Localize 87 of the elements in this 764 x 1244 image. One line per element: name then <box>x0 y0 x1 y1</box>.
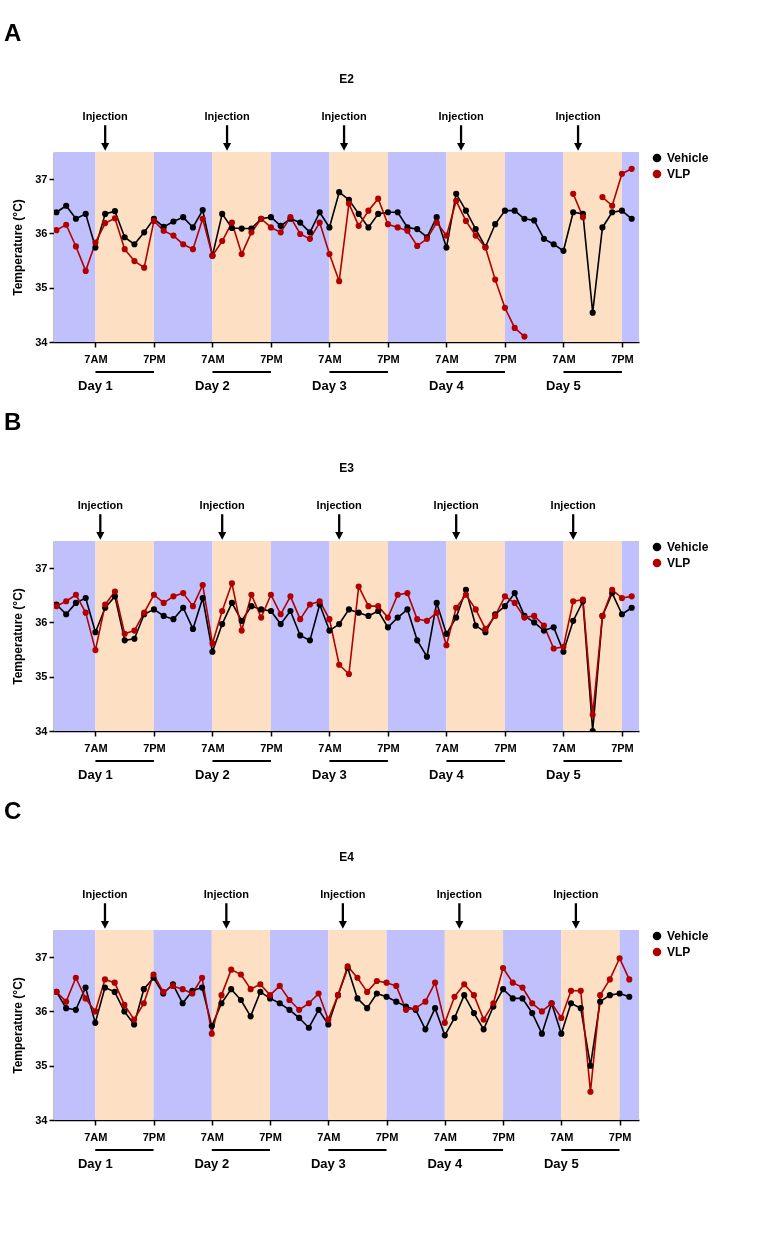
y-tick-label: 36 <box>35 226 48 239</box>
y-tick-label: 36 <box>35 615 48 628</box>
annotation: Injection <box>203 888 250 900</box>
annotation: Injection <box>199 499 246 511</box>
x-tick-label: 7AM <box>433 1130 457 1143</box>
annotation: Injection <box>433 499 480 511</box>
x-tick-label: 7AM <box>200 1130 224 1143</box>
text: Day 5 <box>546 767 581 782</box>
x-tick-label: 7AM <box>84 352 108 365</box>
annotation: Injection <box>550 499 597 511</box>
annotation: Injection <box>316 499 363 511</box>
x-tick-label: 7AM <box>318 352 342 365</box>
x-tick-label: 7PM <box>377 352 400 365</box>
annotation: Injection <box>436 888 483 900</box>
y-tick-label: 36 <box>35 1004 48 1017</box>
x-tick-label: 7PM <box>142 1130 166 1143</box>
y-axis-title: Temperature (°C) <box>11 199 26 296</box>
annotation: Injection <box>320 888 366 900</box>
x-tick-label: 7AM <box>318 741 342 754</box>
legend-label: Vehicle <box>667 929 709 943</box>
annotation: Injection <box>77 499 124 511</box>
y-tick-label: 35 <box>35 1059 48 1072</box>
x-tick-label: 7PM <box>260 352 283 365</box>
legend-label: Vehicle <box>667 540 709 554</box>
legend-label: VLP <box>667 556 691 570</box>
y-tick-label: 37 <box>35 172 48 185</box>
text: Day 2 <box>195 378 230 393</box>
x-tick-label: 7PM <box>375 1130 399 1143</box>
x-tick-label: 7AM <box>201 741 225 754</box>
legend-label: Vehicle <box>667 151 709 165</box>
text: Day 1 <box>78 767 113 782</box>
text: Day 3 <box>312 378 347 393</box>
text: Day 2 <box>195 767 230 782</box>
x-tick-label: 7PM <box>260 741 283 754</box>
annotation: Injection <box>82 110 129 122</box>
x-tick-label: 7PM <box>492 1130 515 1143</box>
x-tick-label: 7PM <box>494 741 517 754</box>
y-axis-title: Temperature (°C) <box>11 588 26 685</box>
chart-title: E3 <box>339 461 355 475</box>
text: Day 4 <box>429 767 465 782</box>
legend-label: VLP <box>667 167 691 181</box>
x-tick-label: 7AM <box>552 741 576 754</box>
annotation: Injection <box>555 110 601 122</box>
text: Day 5 <box>543 1156 579 1171</box>
x-tick-label: 7AM <box>84 741 108 754</box>
annotation: Injection <box>553 888 599 900</box>
x-tick-label: 7PM <box>143 741 166 754</box>
x-tick-label: 7PM <box>611 741 634 754</box>
y-tick-label: 34 <box>35 335 49 348</box>
x-tick-label: 7AM <box>550 1130 574 1143</box>
annotation: Injection <box>438 110 484 122</box>
y-tick-label: 37 <box>35 950 48 963</box>
text: Day 1 <box>78 378 113 393</box>
annotation: Injection <box>321 110 367 122</box>
x-tick-label: 7AM <box>552 352 576 365</box>
y-tick-label: 37 <box>35 561 48 574</box>
text: C <box>4 797 22 824</box>
text: Day 4 <box>429 378 465 393</box>
x-tick-label: 7AM <box>84 1130 108 1143</box>
y-tick-label: 34 <box>35 1113 49 1126</box>
chart-title: E4 <box>339 850 355 864</box>
chart-title: E2 <box>339 72 355 86</box>
x-tick-label: 7PM <box>608 1130 632 1143</box>
y-tick-label: 35 <box>35 670 48 683</box>
y-tick-label: 34 <box>35 724 49 737</box>
text: Day 2 <box>194 1156 230 1171</box>
legend-label: VLP <box>667 945 691 959</box>
x-tick-label: 7AM <box>201 352 225 365</box>
text: Day 1 <box>77 1156 113 1171</box>
text: Day 3 <box>310 1156 346 1171</box>
y-tick-label: 35 <box>35 281 48 294</box>
annotation: Injection <box>204 110 250 122</box>
text: B <box>4 408 22 435</box>
annotation: Injection <box>82 888 128 900</box>
x-tick-label: 7AM <box>317 1130 341 1143</box>
text: A <box>4 19 22 46</box>
x-tick-label: 7AM <box>435 741 459 754</box>
x-tick-label: 7PM <box>611 352 634 365</box>
x-tick-label: 7PM <box>377 741 400 754</box>
text: Day 4 <box>427 1156 463 1171</box>
y-axis-title: Temperature (°C) <box>11 977 26 1074</box>
text: Day 5 <box>546 378 581 393</box>
x-tick-label: 7PM <box>259 1130 282 1143</box>
x-tick-label: 7AM <box>435 352 459 365</box>
x-tick-label: 7PM <box>143 352 166 365</box>
text: Day 3 <box>312 767 347 782</box>
x-tick-label: 7PM <box>494 352 517 365</box>
